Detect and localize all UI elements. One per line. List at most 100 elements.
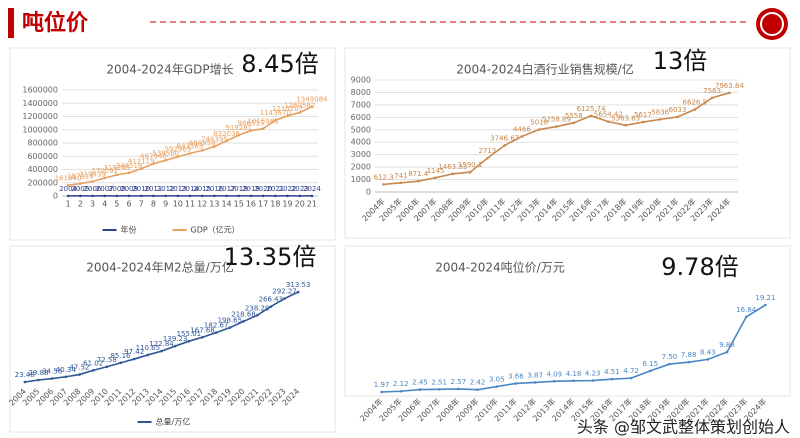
data-point bbox=[676, 115, 679, 119]
data-point bbox=[418, 388, 422, 391]
data-point bbox=[225, 139, 228, 143]
data-point bbox=[160, 349, 163, 353]
y-tick-label: 5000 bbox=[351, 125, 371, 134]
logo-ring bbox=[760, 12, 784, 36]
x-tick-label: 4 bbox=[102, 200, 107, 209]
data-label: 2.42 bbox=[470, 379, 486, 387]
data-label: 218.68 bbox=[231, 310, 256, 318]
data-point bbox=[503, 144, 506, 147]
data-label: 72.58 bbox=[97, 356, 117, 364]
x-tick-label: 11 bbox=[185, 200, 195, 209]
data-label: 85.16 bbox=[110, 352, 131, 360]
data-point bbox=[152, 194, 155, 198]
chart-title: 2004-2024白酒行业销售规模/亿 bbox=[456, 62, 633, 77]
y-tick-label: 4000 bbox=[351, 138, 371, 147]
data-label: 1143670 bbox=[260, 109, 291, 117]
y-tick-label: 0 bbox=[366, 188, 371, 197]
data-label: 2.57 bbox=[451, 378, 467, 386]
data-label: 6626.5 bbox=[683, 99, 708, 107]
data-point bbox=[188, 152, 192, 155]
data-label: 2010 bbox=[132, 185, 150, 193]
data-point bbox=[668, 362, 671, 366]
x-tick-label: 8 bbox=[151, 200, 156, 209]
data-label: 4.23 bbox=[585, 370, 601, 378]
data-label: 2024 bbox=[303, 185, 321, 193]
data-label: 2016 bbox=[205, 185, 223, 193]
data-point bbox=[237, 133, 241, 137]
data-point bbox=[648, 369, 652, 373]
data-point bbox=[514, 382, 518, 385]
chart-panel bbox=[9, 47, 336, 241]
data-point bbox=[555, 125, 558, 128]
data-label: 1590.1 bbox=[458, 161, 483, 169]
x-tick-label: 6 bbox=[127, 200, 132, 209]
data-point bbox=[298, 111, 302, 114]
data-label: 167.68 bbox=[190, 326, 215, 334]
data-label: 832036 bbox=[213, 130, 240, 138]
data-label: 319245 bbox=[103, 164, 130, 172]
data-point bbox=[416, 179, 420, 183]
data-label: 348518 bbox=[116, 162, 143, 170]
data-point bbox=[744, 315, 748, 319]
x-tick-label: 5 bbox=[114, 200, 119, 209]
data-label: 6033 bbox=[669, 106, 687, 114]
data-label: 538580 bbox=[152, 149, 179, 157]
data-point bbox=[520, 135, 524, 138]
data-point bbox=[624, 123, 627, 127]
data-point bbox=[78, 194, 82, 198]
y-tick-label: 1000 bbox=[351, 175, 371, 184]
data-point bbox=[115, 173, 119, 177]
data-point bbox=[310, 105, 314, 108]
data-label: 3.66 bbox=[508, 372, 524, 380]
data-point bbox=[629, 376, 633, 380]
data-point bbox=[139, 167, 143, 170]
data-label: 5836 bbox=[651, 108, 669, 116]
y-tick-label: 600000 bbox=[27, 152, 58, 161]
y-tick-label: 2000 bbox=[351, 163, 371, 172]
data-label: 122.84 bbox=[149, 340, 174, 348]
data-point bbox=[213, 194, 216, 198]
x-tick-label: 20 bbox=[295, 200, 305, 209]
chart-panel bbox=[9, 245, 336, 433]
data-label: 2020 bbox=[254, 185, 272, 193]
data-point bbox=[200, 149, 204, 152]
data-label: 2713 bbox=[478, 147, 496, 155]
data-point bbox=[486, 156, 489, 160]
header-accent bbox=[8, 8, 14, 38]
data-point bbox=[37, 378, 40, 382]
x-tick-label: 9 bbox=[163, 200, 168, 209]
data-label: 2019 bbox=[242, 185, 260, 193]
data-label: 161840 bbox=[55, 174, 82, 182]
data-point bbox=[188, 194, 192, 198]
y-tick-label: 800000 bbox=[27, 139, 58, 148]
data-label: 2006 bbox=[84, 185, 102, 193]
data-point bbox=[658, 118, 662, 121]
data-point bbox=[382, 183, 385, 186]
data-point bbox=[249, 129, 253, 132]
annotation: 13.35倍 bbox=[224, 243, 317, 271]
data-label: 8.43 bbox=[700, 348, 716, 356]
y-tick-label: 1400000 bbox=[22, 99, 58, 108]
data-point bbox=[706, 358, 710, 361]
data-label: 182.67 bbox=[204, 322, 229, 330]
data-point bbox=[274, 194, 277, 198]
data-point bbox=[399, 389, 403, 393]
data-point bbox=[437, 387, 441, 391]
y-tick-label: 400000 bbox=[27, 165, 58, 174]
data-label: 4.51 bbox=[604, 368, 620, 376]
data-point bbox=[176, 194, 180, 198]
data-label: 7.88 bbox=[681, 351, 697, 359]
data-label: 34.56 bbox=[42, 368, 63, 376]
data-label: 688858 bbox=[189, 139, 216, 147]
x-tick-label: 13 bbox=[209, 200, 219, 209]
data-point bbox=[200, 194, 204, 198]
data-point bbox=[589, 114, 593, 118]
watermark: 头条 @邹文武整体策划创始人 bbox=[577, 418, 790, 437]
data-point bbox=[610, 377, 614, 381]
data-label: 4.09 bbox=[547, 370, 563, 378]
data-label: 7.50 bbox=[662, 353, 678, 361]
data-point bbox=[434, 176, 437, 180]
data-label: 266.43 bbox=[259, 296, 284, 304]
data-label: 2.45 bbox=[412, 379, 428, 387]
